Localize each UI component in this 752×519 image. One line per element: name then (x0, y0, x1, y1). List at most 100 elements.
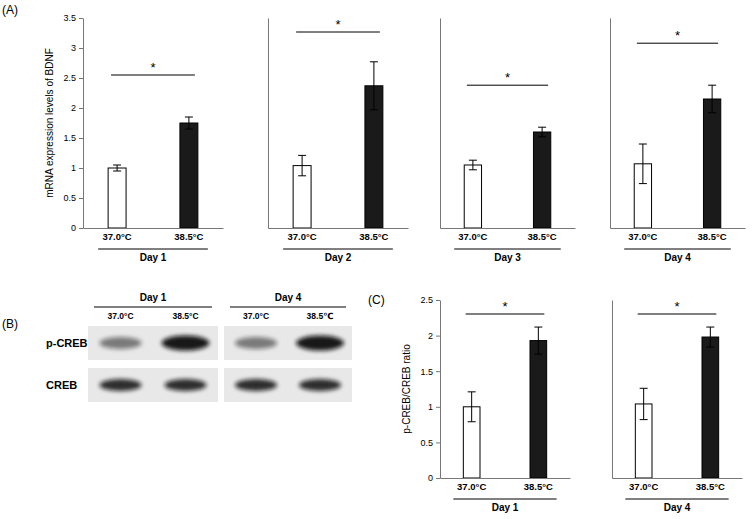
group-underline (454, 249, 561, 250)
x-axis: 37.0°C 38.5°C (613, 479, 743, 492)
western-blot: p-CREBCREBDay 137.0°C38.5°CDay 437.0°C38… (46, 292, 352, 402)
figure: (A)(B)(C)00.511.522.533.537.0°C38.5°CDay… (0, 0, 752, 519)
blot-band (235, 379, 277, 391)
bar (530, 341, 547, 478)
error-bar-cap (113, 171, 121, 172)
x-label: Day 3 (494, 252, 521, 263)
x-axis-line (441, 228, 576, 229)
error-bar (370, 62, 378, 110)
x-tick-label: 38.5°C (696, 481, 725, 492)
x-axis: 37.0°C38.5°C (611, 229, 746, 242)
y-tick-mark (79, 138, 83, 139)
error-bar (708, 85, 716, 113)
annotation: * (502, 299, 507, 314)
x-axis-line (611, 228, 746, 229)
error-bar (534, 327, 542, 354)
x-axis: 37.0°C38.5°C (441, 229, 576, 242)
error-bar-stem (188, 117, 189, 129)
y-tick: 0 (71, 223, 83, 233)
x-tick: 37.0°C (103, 231, 132, 242)
x-tick-label: 38.5°C (528, 231, 557, 242)
annotation: * (674, 299, 679, 314)
x-label: Day 2 (325, 252, 352, 263)
error-bar-cap (113, 165, 121, 166)
error-bar (639, 144, 647, 184)
error-bar-stem (472, 160, 473, 170)
y-tick: 3 (71, 43, 83, 53)
error-bar-cap (640, 388, 648, 389)
blot-row-label: p-CREB (46, 337, 88, 349)
error-bar-stem (538, 327, 539, 354)
x-label: Day 1 (492, 502, 519, 513)
y-tick-label: 2 (428, 331, 433, 341)
y-axis-line (440, 19, 441, 229)
x-tick: 37.0°C (629, 481, 658, 492)
bar-chart: 37.0°C38.5°CDay 3* (441, 19, 576, 264)
y-axis-line (612, 301, 613, 479)
y-tick-label: 3 (71, 43, 76, 53)
x-tick: 38.5°C (359, 231, 388, 242)
x-tick: 38.5°C (696, 481, 725, 492)
y-tick: 1 (71, 163, 83, 173)
error-bar-stem (712, 85, 713, 113)
x-axis: 37.0°C 38.5°C (269, 229, 409, 242)
y-tick-label: 1.5 (420, 367, 433, 377)
y-tick-mark (79, 198, 83, 199)
x-tick-label: 37.0°C (288, 231, 317, 242)
group-underline (453, 499, 556, 500)
x-label: Day 4 (664, 502, 691, 513)
error-bar (640, 388, 648, 419)
error-bar (468, 392, 476, 422)
blot-band (165, 379, 207, 391)
group-underline (624, 249, 731, 250)
plot-area (463, 327, 546, 478)
error-bar-cap (370, 109, 378, 110)
bar-chart: 37.0°C38.5°CDay 4* (611, 19, 746, 264)
error-bar (469, 160, 477, 170)
y-axis: 00.511.522.533.5 (63, 13, 83, 233)
bar-chart: 37.0°C 38.5°C Day 4 * (613, 299, 743, 513)
error-bar-cap (468, 391, 476, 392)
y-tick-mark (79, 168, 83, 169)
blot-band (235, 337, 277, 349)
y-tick-label: 3.5 (63, 13, 76, 23)
group-underline (283, 249, 393, 250)
error-bar-cap (640, 419, 648, 420)
error-bar-cap (708, 85, 716, 86)
plot-area (634, 85, 721, 228)
y-tick-label: 1 (71, 163, 76, 173)
panel-label: (C) (368, 293, 385, 307)
bar (702, 337, 719, 478)
y-tick-label: 2.5 (63, 73, 76, 83)
y-tick-mark (436, 371, 440, 372)
error-bar-stem (710, 327, 711, 347)
x-tick-label: 38.5°C (359, 231, 388, 242)
bar-chart: 00.511.522.533.537.0°C38.5°CDay 1mRNA ex… (44, 13, 224, 263)
bar (533, 132, 550, 228)
blot-band (299, 379, 341, 391)
error-bar-cap (468, 421, 476, 422)
error-bar-stem (542, 127, 543, 137)
y-axis-line (268, 19, 269, 229)
error-bar-cap (538, 136, 546, 137)
y-tick-mark (79, 78, 83, 79)
y-tick-mark (79, 48, 83, 49)
y-tick-label: 1.5 (63, 133, 76, 143)
x-tick: 38.5°C (174, 231, 203, 242)
plot-area (293, 62, 383, 228)
y-axis (610, 19, 611, 229)
y-tick: 2 (428, 331, 440, 341)
bar (180, 123, 198, 228)
panel-label: (A) (2, 3, 18, 17)
blot-row-label: CREB (46, 379, 77, 391)
plot-area (464, 127, 551, 228)
y-tick: 0.5 (63, 193, 83, 203)
y-tick-label: 1 (428, 402, 433, 412)
error-bar (185, 117, 193, 129)
annotation: * (335, 17, 340, 32)
blot-membrane (88, 326, 218, 360)
error-bar-cap (708, 112, 716, 113)
plot-area (635, 327, 718, 478)
error-bar-cap (469, 160, 477, 161)
blot-membrane (224, 368, 352, 402)
